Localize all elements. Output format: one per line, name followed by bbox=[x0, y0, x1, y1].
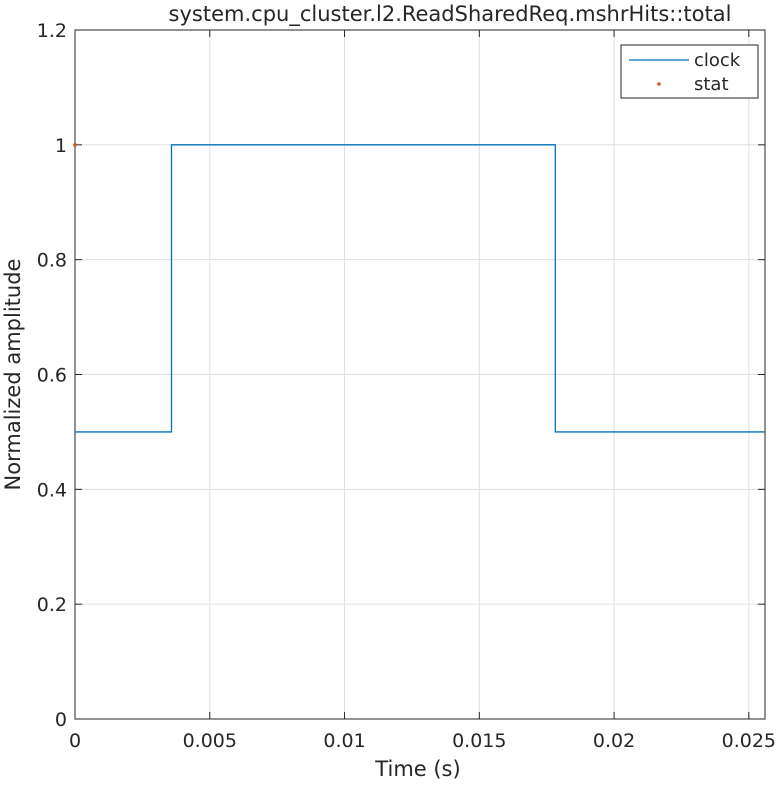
legend: clock stat bbox=[620, 44, 759, 99]
series-point-stat bbox=[73, 143, 77, 147]
legend-label-stat: stat bbox=[694, 74, 729, 95]
y-tick-label: 0.8 bbox=[37, 250, 67, 272]
x-tick-label: 0.01 bbox=[323, 730, 365, 752]
x-tick-label: 0 bbox=[69, 730, 81, 752]
y-tick-label: 1 bbox=[55, 135, 67, 157]
x-tick-label: 0.015 bbox=[452, 730, 506, 752]
series-line-clock bbox=[75, 144, 765, 433]
legend-label-clock: clock bbox=[694, 50, 741, 71]
chart-title: system.cpu_cluster.l2.ReadSharedReq.mshr… bbox=[169, 2, 732, 27]
series bbox=[73, 143, 765, 433]
x-tick-label: 0.025 bbox=[722, 730, 776, 752]
legend-swatch-stat bbox=[657, 82, 661, 86]
y-tick-label: 0.6 bbox=[37, 365, 67, 387]
x-axis-label: Time (s) bbox=[374, 757, 460, 781]
y-axis-label: Normalized amplitude bbox=[1, 259, 25, 491]
x-tick-label: 0.005 bbox=[183, 730, 237, 752]
y-tick-label: 0 bbox=[55, 709, 67, 731]
y-tick-label: 0.4 bbox=[37, 479, 67, 501]
y-tick-label: 1.2 bbox=[37, 20, 67, 42]
ticks: 0 0.005 0.01 0.015 0.02 0.025 0 0.2 0.4 0.6 0.8 1 1.… bbox=[37, 20, 776, 752]
x-tick-label: 0.02 bbox=[593, 730, 635, 752]
legend-box bbox=[620, 44, 759, 99]
y-tick-label: 0.2 bbox=[37, 594, 67, 616]
